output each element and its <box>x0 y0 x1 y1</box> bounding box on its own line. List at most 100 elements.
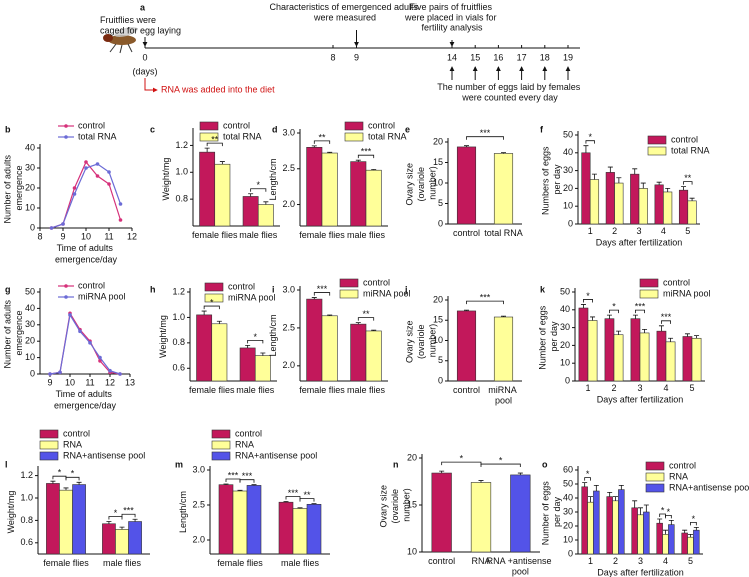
x-tick-label: 13 <box>125 377 135 387</box>
x-tick-label: control <box>428 556 455 566</box>
point <box>84 160 88 164</box>
significance-bracket <box>683 181 693 185</box>
significance-label: * <box>667 507 671 517</box>
error-bar <box>501 152 506 154</box>
bar <box>637 514 644 555</box>
error-bar <box>311 297 317 300</box>
y-tick-label: 30 <box>563 506 573 516</box>
y-tick-label: 1.2 <box>172 286 185 296</box>
bar <box>654 184 664 225</box>
panel-letter: e <box>405 124 410 134</box>
bar <box>46 483 60 555</box>
legend-swatch <box>645 483 665 493</box>
significance-label: *** <box>242 471 253 481</box>
error-bar <box>582 482 588 487</box>
bar <box>257 204 274 227</box>
bar <box>254 355 271 382</box>
bar <box>59 489 73 555</box>
timeline-tick-label: 15 <box>470 52 480 62</box>
x-tick-label: 9 <box>60 231 65 241</box>
significance-bracket <box>357 317 375 321</box>
y-axis-label: Weight/mg <box>161 158 171 201</box>
x-axis-label: Time of adults emergence/day <box>55 243 118 265</box>
error-bar <box>642 328 648 333</box>
legend-marker <box>64 124 68 128</box>
point <box>72 192 77 196</box>
x-axis-label: Days after fertilization <box>596 237 683 247</box>
error-bar <box>119 526 125 530</box>
error-bar <box>251 484 257 486</box>
legend-label: control <box>228 281 255 291</box>
timeline-tick-label: 14 <box>447 52 457 62</box>
bar <box>663 191 673 225</box>
timeline-note: Five pairs of fruitflies were placed in … <box>404 2 499 33</box>
y-tick-label: 30 <box>560 322 570 332</box>
y-axis-label: Length/cm <box>178 491 188 533</box>
point <box>118 372 122 376</box>
x-axis-label: Days after fertilization <box>597 394 684 404</box>
x-tick-label: 4 <box>661 226 666 236</box>
bar <box>321 315 338 382</box>
y-tick-label: 2.0 <box>282 199 295 209</box>
y-tick-label: 0 <box>30 222 35 232</box>
timeline-note: Characteristics of emergenced adults wer… <box>269 2 420 22</box>
error-bar <box>607 492 613 497</box>
y-tick-label: 2.5 <box>282 322 295 332</box>
error-bar <box>656 181 662 185</box>
y-tick-label: 0 <box>438 218 443 228</box>
error-bar <box>613 496 618 501</box>
error-bar <box>693 527 699 531</box>
significance-label: * <box>256 180 260 190</box>
significance-bracket <box>661 320 671 324</box>
x-tick-label: 5 <box>685 226 690 236</box>
x-tick-label: control <box>453 385 480 395</box>
y-tick-label: 20 <box>25 336 35 346</box>
error-bar <box>263 201 269 205</box>
panel-letter: a <box>140 2 146 12</box>
significance-bracket <box>466 300 504 305</box>
bar <box>605 172 615 225</box>
bar <box>656 330 667 382</box>
panel-letter: n <box>393 459 399 469</box>
significance-label: * <box>58 468 62 478</box>
y-tick-label: 0 <box>568 218 573 228</box>
x-tick-label: male flies <box>236 385 275 395</box>
y-tick-label: 5 <box>438 355 443 365</box>
timeline-tick-label: 16 <box>493 52 503 62</box>
point <box>118 218 123 222</box>
y-tick-label: 50 <box>563 478 573 488</box>
legend-label: miRNA pool <box>78 291 126 301</box>
error-bar <box>643 504 649 512</box>
y-tick-label: 0 <box>30 368 35 378</box>
x-axis-label: Days after fertilization <box>597 567 684 577</box>
significance-bracket <box>121 513 136 518</box>
error-bar <box>327 314 333 316</box>
bar <box>691 337 702 382</box>
legend-swatch <box>199 121 219 131</box>
bar <box>350 161 367 227</box>
bar <box>306 503 322 555</box>
rna-bracket <box>144 78 158 93</box>
legend-swatch <box>344 121 364 131</box>
y-tick-label: 40 <box>563 492 573 502</box>
legend-label: control <box>235 428 262 438</box>
bar <box>365 330 382 382</box>
bar <box>128 521 142 555</box>
y-tick-label: 1.0 <box>172 312 185 322</box>
x-tick-label: 1 <box>588 556 593 566</box>
significance-label: * <box>612 302 616 312</box>
y-tick-label: 2.0 <box>192 534 205 544</box>
panel-letter: k <box>540 284 546 294</box>
bar <box>656 522 663 555</box>
y-axis-label: Weight/mg <box>158 315 168 358</box>
bar <box>578 307 589 382</box>
error-bar <box>76 481 82 485</box>
bar <box>242 196 259 227</box>
x-tick-label: control <box>453 228 480 238</box>
bar <box>199 151 216 227</box>
error-bar <box>638 507 643 515</box>
legend-label: RNA <box>63 439 82 449</box>
legend-label: RNA+antisense pool <box>63 450 145 460</box>
y-axis-label: Ovary size (ovariole number) <box>405 160 438 205</box>
